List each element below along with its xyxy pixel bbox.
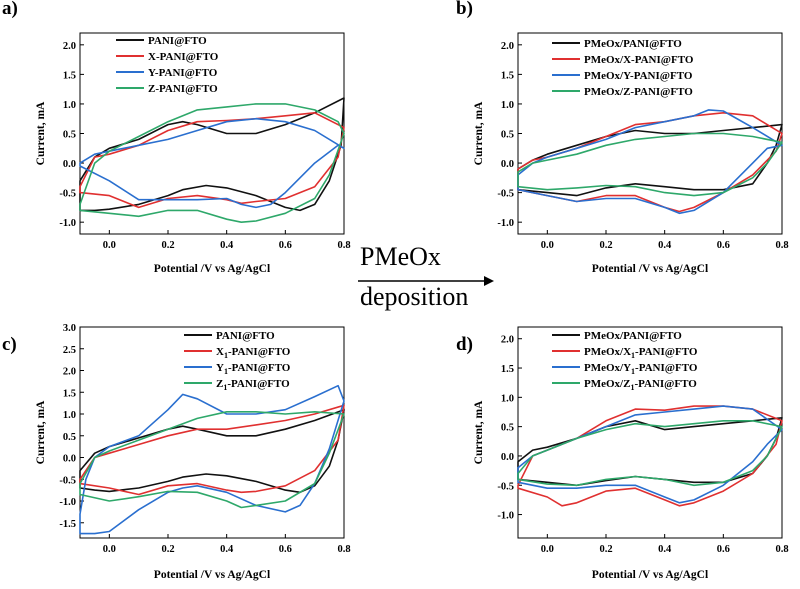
y-tick-label: -0.5 (497, 481, 514, 492)
y-tick-label: 0.0 (501, 159, 514, 170)
x-tick-label: 0.0 (103, 240, 116, 251)
y-tick-label: -1.5 (59, 519, 76, 530)
y-axis-label: Current, mA (473, 101, 485, 165)
series-line (79, 408, 345, 494)
legend-label: PMeOx/PANI@FTO (584, 38, 682, 50)
x-tick-label: 0.0 (103, 544, 116, 555)
y-tick-label: -0.5 (497, 189, 514, 200)
x-tick-label: 0.4 (658, 544, 672, 555)
x-tick-label: 0.2 (161, 240, 174, 251)
panel-label: b) (456, 0, 473, 19)
y-tick-label: -0.5 (59, 189, 76, 200)
y-tick-label: -0.5 (59, 475, 76, 486)
y-tick-label: 0.5 (501, 423, 514, 434)
y-tick-label: -1.0 (497, 218, 514, 229)
y-tick-label: -1.0 (59, 218, 76, 229)
x-axis-label: Potential /V vs Ag/AgCl (154, 569, 270, 581)
y-tick-label: 0.0 (63, 454, 76, 465)
deposition-arrow (358, 276, 494, 286)
panel-label: c) (2, 334, 17, 355)
legend-label: PMeOx/Z1-PANI@FTO (584, 378, 697, 392)
x-axis-label: Potential /V vs Ag/AgCl (592, 569, 708, 581)
y-tick-label: 1.5 (501, 70, 514, 81)
y-axis-label: Current, mA (35, 101, 47, 165)
y-tick-label: 2.0 (63, 41, 76, 52)
x-tick-label: 0.4 (220, 240, 234, 251)
legend-label: PMeOx/Y1-PANI@FTO (584, 362, 698, 376)
x-tick-label: 0.6 (279, 240, 292, 251)
x-axis-label: Potential /V vs Ag/AgCl (592, 263, 708, 275)
y-tick-label: 0.5 (63, 130, 76, 141)
series-line (79, 112, 345, 209)
legend-label: Z-PANI@FTO (148, 83, 218, 95)
y-axis-label: Current, mA (473, 400, 485, 464)
y-tick-label: 1.5 (63, 388, 76, 399)
series-line (517, 132, 783, 197)
y-tick-label: -1.0 (59, 497, 76, 508)
y-tick-label: 1.0 (501, 100, 514, 111)
legend-label: PANI@FTO (148, 35, 207, 47)
y-tick-label: 2.0 (63, 367, 76, 378)
legend-label: PMeOx/X-PANI@FTO (584, 54, 694, 66)
x-tick-label: 0.8 (775, 240, 788, 251)
series-line (517, 123, 783, 197)
y-tick-label: 0.0 (63, 159, 76, 170)
y-tick-label: 0.5 (501, 130, 514, 141)
legend-label: X-PANI@FTO (148, 51, 219, 63)
series-line (79, 97, 345, 212)
y-tick-label: 1.5 (63, 70, 76, 81)
y-tick-label: 3.0 (63, 323, 76, 334)
x-tick-label: 0.2 (599, 240, 612, 251)
y-axis-label: Current, mA (35, 400, 47, 464)
y-tick-label: 0.0 (501, 452, 514, 463)
x-tick-label: 0.4 (220, 544, 234, 555)
x-tick-label: 0.6 (717, 240, 730, 251)
y-tick-label: 1.0 (501, 393, 514, 404)
legend-label: PMeOx/X1-PANI@FTO (584, 346, 698, 360)
legend-label: Y1-PANI@FTO (216, 362, 291, 376)
x-tick-label: 0.8 (337, 240, 350, 251)
deposition-label: deposition (360, 282, 469, 311)
x-tick-label: 0.6 (717, 544, 730, 555)
series-line (79, 384, 345, 535)
series-line (79, 411, 345, 509)
x-axis-label: Potential /V vs Ag/AgCl (154, 263, 270, 275)
plot-frame (517, 326, 783, 539)
plot-frame (79, 326, 345, 539)
panel-label: d) (456, 334, 473, 355)
x-tick-label: 0.8 (337, 544, 350, 555)
series-line (79, 103, 345, 223)
y-tick-label: 1.0 (63, 100, 76, 111)
series-line (517, 405, 783, 504)
x-tick-label: 0.2 (599, 544, 612, 555)
series-line (517, 420, 783, 487)
legend-label: PMeOx/Y-PANI@FTO (584, 70, 693, 82)
legend-label: PMeOx/PANI@FTO (584, 330, 682, 342)
y-tick-label: 0.5 (63, 432, 76, 443)
legend-label: X1-PANI@FTO (216, 346, 291, 360)
y-tick-label: 1.0 (63, 410, 76, 421)
legend-label: PANI@FTO (216, 330, 275, 342)
y-tick-label: 1.5 (501, 364, 514, 375)
y-tick-label: 2.5 (63, 345, 76, 356)
x-tick-label: 0.8 (775, 544, 788, 555)
y-tick-label: 2.0 (501, 335, 514, 346)
x-tick-label: 0.0 (541, 544, 554, 555)
x-tick-label: 0.6 (279, 544, 292, 555)
pmeox-label: PMeOx (360, 242, 441, 271)
legend-label: Z1-PANI@FTO (216, 378, 290, 392)
legend-label: Y-PANI@FTO (148, 67, 218, 79)
panel-label: a) (2, 0, 18, 19)
x-tick-label: 0.4 (658, 240, 672, 251)
series-line (517, 109, 783, 215)
x-tick-label: 0.0 (541, 240, 554, 251)
legend-label: PMeOx/Z-PANI@FTO (584, 86, 693, 98)
series-line (79, 117, 345, 209)
series-line (517, 112, 783, 213)
y-tick-label: 2.0 (501, 41, 514, 52)
x-tick-label: 0.2 (161, 544, 174, 555)
series-line (79, 404, 345, 496)
y-tick-label: -1.0 (497, 511, 514, 522)
